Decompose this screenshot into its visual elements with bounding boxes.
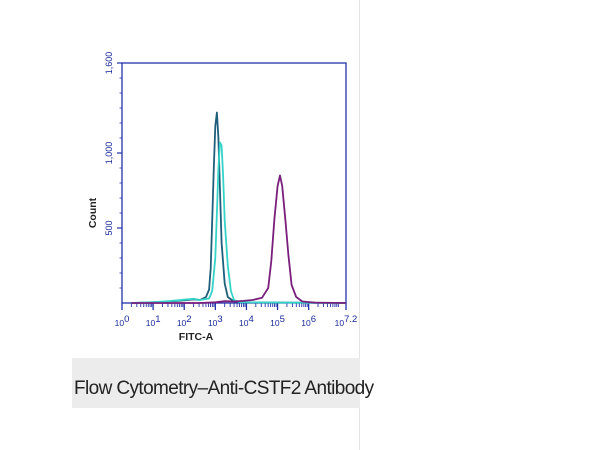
x-tick-label: 104	[239, 314, 254, 328]
x-tick-label: 100	[115, 314, 130, 328]
plot-frame	[121, 62, 347, 304]
y-tick-label: 500	[104, 220, 114, 235]
histogram-series-1	[131, 111, 347, 304]
y-axis-label: Count	[87, 197, 99, 228]
y-tick-label: 1,000	[104, 142, 114, 165]
y-tick-label: 1,600	[104, 52, 114, 75]
x-tick-label: 102	[177, 314, 192, 328]
histogram-series-3	[131, 174, 347, 304]
x-tick-label: 107.2	[335, 314, 358, 328]
panel-divider	[359, 0, 360, 450]
x-axis-label: FITC-A	[179, 331, 214, 343]
x-tick-label: 101	[146, 314, 161, 328]
chart-labels: 500 1,000 1,600 100 101 102 103 104 105 106 107.2 F…	[87, 52, 357, 343]
figure-caption: Flow Cytometry–Anti-CSTF2 Antibody	[74, 378, 374, 399]
x-tick-label: 106	[301, 314, 316, 328]
caption-bar	[72, 358, 360, 408]
x-tick-label: 103	[208, 314, 223, 328]
histogram-series-2	[131, 141, 347, 304]
chart-axes	[117, 62, 347, 310]
x-tick-label: 105	[270, 314, 285, 328]
chart-series	[131, 111, 347, 304]
